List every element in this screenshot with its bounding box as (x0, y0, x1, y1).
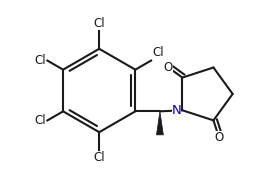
Polygon shape (157, 111, 163, 135)
Text: O: O (214, 131, 224, 144)
Text: Cl: Cl (93, 151, 105, 165)
Text: Cl: Cl (152, 47, 164, 60)
Text: Cl: Cl (93, 16, 105, 30)
Text: Cl: Cl (35, 54, 46, 67)
Text: O: O (163, 61, 173, 74)
Text: Cl: Cl (35, 114, 46, 127)
Text: N: N (172, 104, 181, 117)
